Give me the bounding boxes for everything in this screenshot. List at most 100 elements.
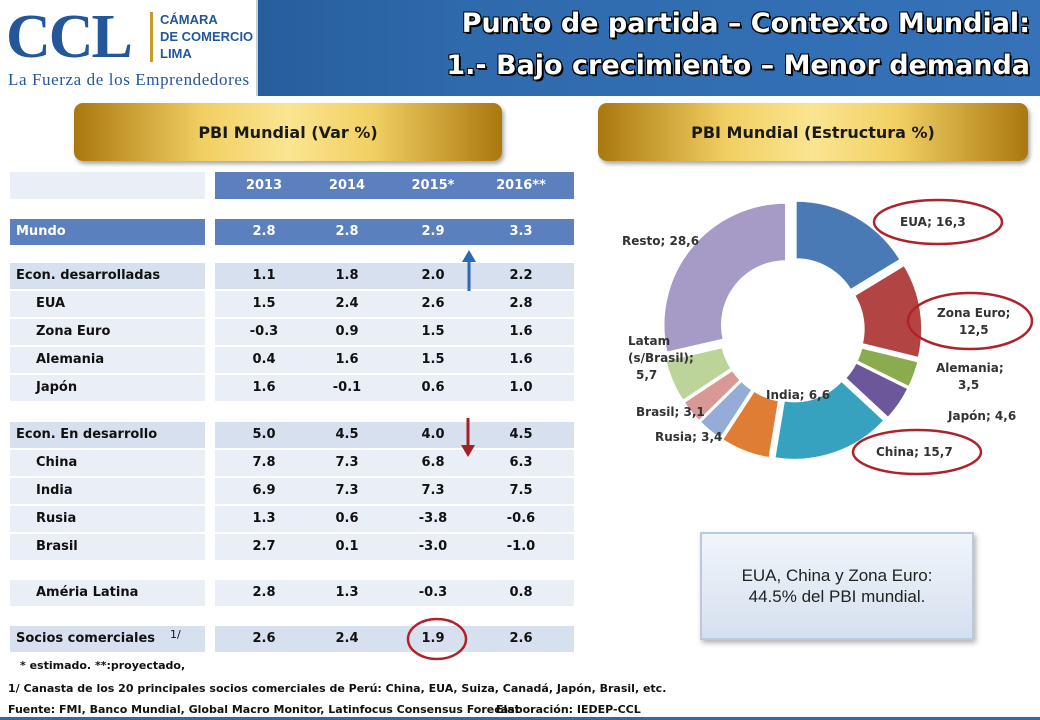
table-cell: 3.3: [509, 224, 533, 239]
table-cell: 2.8: [252, 224, 276, 239]
table-row-values-bg: [215, 506, 574, 532]
table-cell: 2.8: [252, 585, 276, 600]
pie-slice-label: Rusia; 3,4: [655, 430, 722, 444]
table-cell: 7.3: [335, 483, 359, 498]
table-cell: 1.5: [252, 296, 276, 311]
table-row-values-bg: [215, 534, 574, 560]
pie-slice: [795, 200, 902, 291]
table-cell: -0.3: [418, 585, 448, 600]
table-cell: 2.8: [335, 224, 359, 239]
table-row-label-bg: [10, 534, 205, 560]
column-header: 2013: [245, 178, 283, 193]
footnote-canasta: 1/ Canasta de los 20 principales socios …: [8, 682, 667, 695]
highlight-circle: [906, 291, 1034, 351]
table-cell: 1.6: [252, 380, 276, 395]
logo-divider: [150, 12, 153, 62]
table-cell: 6.8: [421, 455, 445, 470]
logo-tagline: La Fuerza de los Emprendedores: [8, 70, 250, 89]
logo-camara-line: LIMA: [160, 46, 192, 61]
table-row-label-bg: [10, 626, 205, 652]
table-cell: 2.4: [335, 296, 359, 311]
table-cell: 1.6: [335, 352, 359, 367]
table-row-label-bg: [10, 263, 205, 289]
table-row-label: EUA: [36, 296, 66, 311]
logo-camara-line: CÁMARA: [160, 12, 218, 27]
logo-camara-text: CÁMARA DE COMERCIO LIMA: [160, 11, 258, 62]
table-cell: 2.6: [421, 296, 445, 311]
pie-slice: [844, 361, 909, 419]
pie-slice-label: Japón; 4,6: [947, 409, 1016, 423]
table-cell: -0.3: [249, 324, 279, 339]
table-cell: 2.2: [509, 268, 533, 283]
table-row-label: Econ. desarrolladas: [16, 268, 161, 283]
pie-slice: [855, 346, 919, 388]
table-cell: 2.9: [421, 224, 445, 239]
table-cell: 7.5: [509, 483, 533, 498]
pie-slice: [853, 264, 923, 359]
table-cell: 1.0: [509, 380, 533, 395]
table-row-values-bg: [215, 375, 574, 401]
table-cell: 1.5: [421, 352, 445, 367]
table-row-values-bg: [215, 347, 574, 373]
table-row-label-bg: [10, 375, 205, 401]
table-cell: 1.6: [509, 352, 533, 367]
table-row-label: Zona Euro: [36, 324, 111, 339]
table-row-values-bg: [215, 450, 574, 476]
table-cell: 5.0: [252, 427, 276, 442]
table-row-label-bg: [10, 347, 205, 373]
table-cell: 0.4: [252, 352, 276, 367]
pie-slice: [664, 346, 733, 402]
table-row-values-bg: [215, 319, 574, 345]
table-row-values-bg: [215, 422, 574, 448]
table-cell: 1.6: [509, 324, 533, 339]
table-cell: -1.0: [506, 539, 536, 554]
pie-slice-label: Brasil; 3,1: [636, 405, 705, 419]
table-cell: 1.8: [335, 268, 359, 283]
table-cell: 4.5: [509, 427, 533, 442]
summary-line2: 44.5% del PBI mundial.: [748, 587, 926, 606]
table-row-label-bg: [10, 319, 205, 345]
table-cell: 1.3: [335, 585, 359, 600]
pie-slice: [682, 369, 742, 422]
pie-slice: [773, 380, 886, 461]
footnote-estimado: * estimado. **:proyectado,: [20, 659, 186, 672]
pie-slice: [662, 202, 787, 354]
table-cell: 2.7: [252, 539, 276, 554]
table-row-note: 1/: [170, 628, 181, 641]
slide-title-line2: 1.- Bajo crecimiento – Menor demanda: [446, 50, 1030, 81]
pie-slice-label: EUA; 16,3: [900, 215, 966, 229]
pie-slice-label: Resto; 28,6: [622, 234, 699, 248]
section-header-estructura: PBI Mundial (Estructura %): [598, 103, 1028, 161]
table-cell: 2.8: [509, 296, 533, 311]
pie-slice-label: Alemania; 3,5: [936, 361, 1004, 392]
table-row-label: Brasil: [36, 539, 78, 554]
pie-slice-label: India; 6,6: [766, 388, 830, 402]
summary-line1: EUA, China y Zona Euro:: [741, 566, 933, 585]
table-cell: 0.6: [421, 380, 445, 395]
table-row-label-bg: [10, 422, 205, 448]
table-row-values-bg: [215, 263, 574, 289]
table-cell: 4.5: [335, 427, 359, 442]
table-row-label-bg: [10, 478, 205, 504]
table-cell: 2.6: [509, 631, 533, 646]
footer-bar: [0, 717, 1040, 720]
table-cell: 0.1: [335, 539, 359, 554]
table-cell: 0.9: [335, 324, 359, 339]
footnote-fuente: Fuente: FMI, Banco Mundial, Global Macro…: [8, 703, 520, 716]
pie-slice-label: Zona Euro; 12,5: [937, 306, 1010, 337]
table-cell: 1.3: [252, 511, 276, 526]
pie-slice-label: Latam (s/Brasil); 5,7: [628, 334, 694, 382]
logo-ccl-text: CCL: [6, 3, 133, 71]
table-row-label-bg: [10, 506, 205, 532]
table-row-values-bg: [215, 219, 574, 245]
highlight-circle: [872, 198, 1004, 246]
table-row-label: Mundo: [16, 224, 66, 239]
ccl-logo: CCL CÁMARA DE COMERCIO LIMA La Fuerza de…: [0, 0, 258, 96]
table-row-label: India: [36, 483, 73, 498]
table-cell: 7.8: [252, 455, 276, 470]
table-row-label-bg: [10, 580, 205, 606]
table-cell: -0.1: [332, 380, 362, 395]
pie-slice: [721, 390, 780, 459]
logo-camara-line: DE COMERCIO: [160, 29, 254, 44]
table-row-label: Japón: [36, 380, 78, 395]
